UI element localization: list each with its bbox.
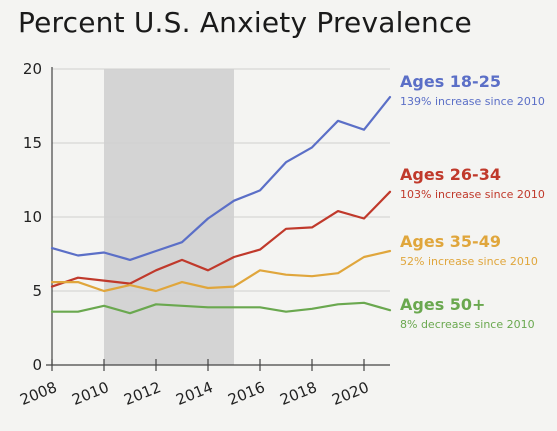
legend-series-name: Ages 18-25 — [400, 72, 501, 91]
series-line-ages-50- — [50, 301, 392, 315]
legend-entry: Ages 50+ 8% decrease since 2010 — [400, 295, 535, 331]
series-line-ages-35-49 — [50, 249, 392, 293]
x-tick-label: 2020 — [329, 378, 371, 409]
legend-series-note: 52% increase since 2010 — [400, 255, 538, 268]
x-tick-label: 2012 — [121, 378, 163, 409]
y-tick-label: 10 — [23, 208, 42, 226]
x-tick-label: 2014 — [173, 378, 215, 409]
legend-series-name: Ages 26-34 — [400, 165, 501, 184]
x-tick-label: 2010 — [69, 378, 111, 409]
y-tick-label: 15 — [23, 134, 42, 152]
x-tick-label: 2008 — [17, 378, 59, 409]
legend-entry: Ages 18-25 139% increase since 2010 — [400, 72, 545, 108]
legend-series-note: 8% decrease since 2010 — [400, 318, 535, 331]
chart-title: Percent U.S. Anxiety Prevalence — [18, 6, 472, 39]
series-line-ages-26-34 — [50, 190, 392, 288]
y-tick-label: 0 — [32, 356, 42, 374]
legend-entry: Ages 35-49 52% increase since 2010 — [400, 232, 538, 268]
x-tick-label: 2016 — [225, 378, 267, 409]
y-tick-label: 20 — [23, 60, 42, 78]
legend-entry: Ages 26-34 103% increase since 2010 — [400, 165, 545, 201]
y-tick-label: 5 — [32, 282, 42, 300]
legend-series-note: 103% increase since 2010 — [400, 188, 545, 201]
legend-series-note: 139% increase since 2010 — [400, 95, 545, 108]
legend-series-name: Ages 50+ — [400, 295, 486, 314]
x-tick-label: 2018 — [277, 378, 319, 409]
series-line-ages-18-25 — [50, 95, 392, 261]
legend-series-name: Ages 35-49 — [400, 232, 501, 251]
